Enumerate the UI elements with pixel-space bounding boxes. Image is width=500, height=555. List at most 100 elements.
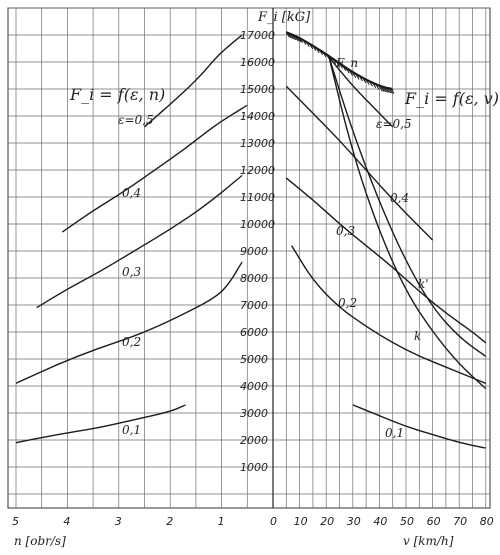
limit-curve-label: F_n <box>335 56 358 70</box>
limit-hatch <box>352 72 357 79</box>
right-x-tick-label: 20 <box>320 515 334 528</box>
limit-hatch <box>325 53 330 60</box>
limit-hatch <box>335 60 340 67</box>
left-x-tick-label: 3 <box>115 515 122 528</box>
limit-hatch <box>385 87 390 93</box>
right-x-tick-label: 60 <box>427 515 441 528</box>
series-label-right: 0,2 <box>338 296 357 310</box>
left-x-axis-label: n [obr/s] <box>14 534 66 548</box>
limit-hatch <box>294 35 299 41</box>
right-x-tick-label: 80 <box>480 515 494 528</box>
series-line-right <box>285 177 487 344</box>
right-formula: F_i = f(ε, v) <box>404 89 499 108</box>
limit-hatch <box>322 51 327 58</box>
series-line-left <box>61 104 248 233</box>
grid <box>7 7 491 509</box>
limit-hatch <box>292 34 297 41</box>
series-line-right <box>291 245 487 384</box>
limit-hatch <box>319 49 323 56</box>
y-tick-label: 9000 <box>240 245 268 258</box>
right-x-tick-label: 30 <box>347 515 361 528</box>
curves <box>15 31 487 449</box>
limit-hatch <box>305 41 310 48</box>
y-tick-label: 15000 <box>240 83 275 96</box>
limit-hatch <box>299 37 304 43</box>
left-x-tick-label: 4 <box>63 515 70 528</box>
y-tick-label: 2000 <box>240 434 268 447</box>
series-label-left: 0,3 <box>122 265 141 279</box>
series-line-left <box>15 261 243 384</box>
series-label-right: 0,3 <box>336 224 355 238</box>
limit-hatch <box>345 67 350 74</box>
limit-hatch <box>349 70 353 76</box>
limit-hatch <box>315 47 320 54</box>
limit-hatch <box>339 63 343 69</box>
left-x-tick-label: 1 <box>218 515 225 528</box>
series-line-right <box>328 56 487 390</box>
series-label-right: k <box>414 329 421 343</box>
right-x-tick-label: 40 <box>373 515 387 528</box>
series-line-left <box>144 34 243 128</box>
series-label-right: 0,4 <box>390 191 409 205</box>
y-tick-label: 6000 <box>240 326 268 339</box>
limit-hatch <box>302 39 307 45</box>
y-tick-label: 14000 <box>240 110 275 123</box>
y-tick-label: 8000 <box>240 272 268 285</box>
limit-hatch <box>295 36 300 42</box>
limit-hatch <box>329 56 333 62</box>
y-tick-label: 17000 <box>240 29 275 42</box>
series-line-right <box>325 53 394 128</box>
series-line-right <box>285 85 434 241</box>
limit-hatch <box>342 65 347 71</box>
right-x-tick-label-0: 0 <box>270 515 277 528</box>
limit-hatch <box>387 87 392 94</box>
limit-hatch <box>372 82 377 89</box>
y-tick-label: 3000 <box>240 407 268 420</box>
limit-hatch <box>332 58 337 64</box>
series-label-left: ε=0,5 <box>118 113 154 127</box>
series-label-right: k' <box>418 277 429 291</box>
y-tick-label: 13000 <box>240 137 275 150</box>
y-tick-label: 7000 <box>240 299 268 312</box>
limit-hatch <box>287 32 292 39</box>
series-line-right <box>328 56 487 358</box>
left-formula: F_i = f(ε, n) <box>69 85 165 104</box>
limit-hatch <box>289 33 294 39</box>
limit-hatch <box>368 80 373 87</box>
y-tick-label: 4000 <box>240 380 268 393</box>
labels: F_i [kG] F_i = f(ε, n) F_i = f(ε, v) n [… <box>12 10 499 548</box>
left-x-tick-label: 5 <box>12 515 19 528</box>
y-tick-label: 5000 <box>240 353 268 366</box>
limit-hatch <box>359 75 363 82</box>
limit-hatch <box>309 43 314 50</box>
y-tick-label: 16000 <box>240 56 275 69</box>
limit-hatch <box>375 84 380 90</box>
series-line-left <box>36 174 243 309</box>
y-tick-label: 1000 <box>240 461 268 474</box>
right-x-tick-label: 70 <box>453 515 467 528</box>
left-x-tick-label: 2 <box>166 515 173 528</box>
series-label-left: 0,4 <box>122 186 141 200</box>
series-line-left <box>15 404 187 444</box>
right-x-tick-label: 50 <box>400 515 414 528</box>
y-tick-label: 12000 <box>240 164 275 177</box>
right-x-axis-label: v [km/h] <box>403 534 454 548</box>
limit-hatch <box>362 77 367 84</box>
series-label-right: ε=0,5 <box>376 117 412 131</box>
limit-hatch <box>378 86 383 92</box>
series-label-right: 0,1 <box>385 426 404 440</box>
limit-hatch <box>312 45 317 52</box>
y-tick-label: 11000 <box>240 191 275 204</box>
limit-hatch <box>382 86 387 93</box>
limit-hatch <box>380 86 385 92</box>
series-line-right <box>352 404 486 449</box>
y-tick-label: 10000 <box>240 218 275 231</box>
right-x-tick-label: 10 <box>294 515 308 528</box>
limit-hatch <box>355 74 360 80</box>
series-label-left: 0,1 <box>122 423 141 437</box>
y-axis-label: F_i [kG] <box>257 10 311 25</box>
limit-hatch <box>297 36 302 43</box>
limit-hatch <box>290 34 295 40</box>
limit-hatch <box>383 87 388 93</box>
